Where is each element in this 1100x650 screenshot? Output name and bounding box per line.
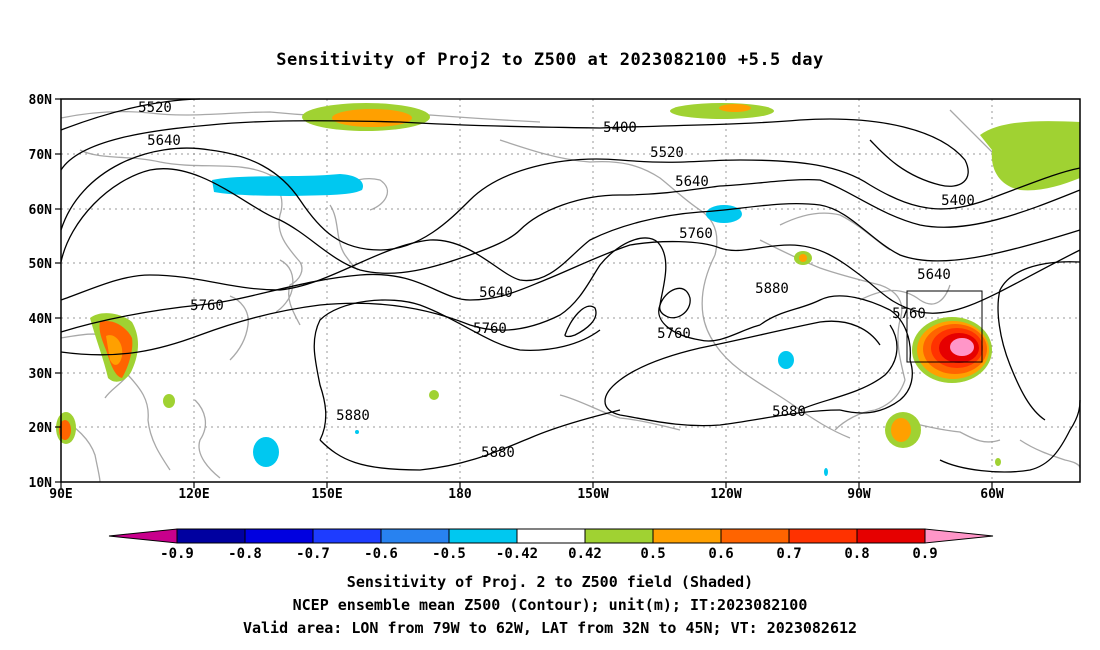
lat-label: 60N xyxy=(29,203,53,218)
contour-label: 5760 xyxy=(679,226,713,242)
lat-label: 30N xyxy=(29,367,53,382)
shade-tiny-cyan-2 xyxy=(355,430,359,434)
lon-label: 60W xyxy=(980,487,1004,502)
caption-shading: Sensitivity of Proj. 2 to Z500 field (Sh… xyxy=(346,573,754,591)
colorbar-label: -0.42 xyxy=(496,546,538,562)
colorbar-swatch xyxy=(788,528,858,544)
contour-label: 5640 xyxy=(675,174,709,190)
contour-label: 5400 xyxy=(603,120,637,136)
contour-label: 5760 xyxy=(657,326,691,342)
caption-valid-area: Valid area: LON from 79W to 62W, LAT fro… xyxy=(242,619,858,637)
colorbar-swatch xyxy=(244,528,314,544)
sensitivity-shading xyxy=(56,103,1080,476)
axis-ticks xyxy=(55,98,993,488)
colorbar-label: -0.8 xyxy=(228,546,262,562)
lon-labels: 90E 120E 150E 180 150W 120W 90W 60W xyxy=(49,487,1004,502)
colorbar-label: 0.7 xyxy=(776,546,801,562)
lon-label: 90E xyxy=(49,487,72,502)
colorbar-label: 0.5 xyxy=(640,546,665,562)
colorbar-label: -0.7 xyxy=(296,546,330,562)
lon-label: 180 xyxy=(448,487,472,502)
shade-small-green-4 xyxy=(995,458,1001,466)
shade-tiny-cyan-1 xyxy=(824,468,828,476)
colorbar-label: -0.6 xyxy=(364,546,398,562)
contour-label: 5640 xyxy=(147,133,181,149)
colorbar: -0.9 -0.8 -0.7 -0.6 -0.5 -0.42 0.42 0.5 0.6 0.7 0.… xyxy=(108,528,994,562)
lat-label: 40N xyxy=(29,312,53,327)
shade-kamchatka-orange xyxy=(332,109,412,127)
colorbar-label: -0.9 xyxy=(160,546,194,562)
contour-label: 5880 xyxy=(755,281,789,297)
colorbar-swatch xyxy=(448,528,518,544)
shade-alaska-orange xyxy=(719,104,751,112)
contour-label: 5640 xyxy=(917,267,951,283)
shade-pacific-cyan-small xyxy=(253,437,279,467)
lon-label: 120W xyxy=(710,487,741,502)
shade-small-green-2 xyxy=(429,390,439,400)
shade-china-yellow xyxy=(106,335,123,365)
contour-label: 5640 xyxy=(479,285,513,301)
lon-label: 90W xyxy=(847,487,871,502)
contour-label: 5880 xyxy=(772,404,806,420)
shade-india-orange xyxy=(59,420,71,440)
colorbar-label: 0.8 xyxy=(844,546,869,562)
contour-label: 5400 xyxy=(941,193,975,209)
colorbar-high-end xyxy=(924,528,994,544)
contour-label: 5760 xyxy=(473,321,507,337)
map-panel: 5520 5640 5760 5400 5520 5640 5760 5640 … xyxy=(56,98,1081,483)
shade-alaska-green xyxy=(670,103,774,119)
colorbar-low-end xyxy=(108,528,178,544)
colorbar-swatch xyxy=(176,528,246,544)
contour-label: 5520 xyxy=(650,145,684,161)
colorbar-label: 0.6 xyxy=(708,546,733,562)
colorbar-swatch xyxy=(856,528,926,544)
z500-contours xyxy=(60,98,1081,473)
contour-labels: 5520 5640 5760 5400 5520 5640 5760 5640 … xyxy=(138,100,975,461)
lat-label: 20N xyxy=(29,421,53,436)
lat-labels: 80N 70N 60N 50N 40N 30N 20N 10N xyxy=(29,93,53,491)
map-title: Sensitivity of Proj2 to Z500 at 20230821… xyxy=(276,50,824,70)
colorbar-swatch xyxy=(516,528,586,544)
lat-label: 70N xyxy=(29,148,53,163)
shade-atlantic-pink xyxy=(950,338,974,356)
colorbar-swatch xyxy=(652,528,722,544)
lon-label: 150E xyxy=(311,487,342,502)
shade-greenland-green xyxy=(980,121,1080,191)
shade-alaska-cyan xyxy=(706,205,742,223)
shade-small-green-1 xyxy=(163,394,175,408)
colorbar-swatch xyxy=(720,528,790,544)
contour-label: 5880 xyxy=(481,445,515,461)
colorbar-swatch xyxy=(380,528,450,544)
colorbar-label: 0.9 xyxy=(912,546,937,562)
contour-label: 5520 xyxy=(138,100,172,116)
colorbar-label: -0.5 xyxy=(432,546,466,562)
lat-label: 10N xyxy=(29,476,53,491)
lon-label: 150W xyxy=(577,487,608,502)
valid-area-box xyxy=(906,290,983,363)
shade-caribbean-orange xyxy=(891,418,911,442)
lat-label: 80N xyxy=(29,93,53,108)
shade-mexico-cyan xyxy=(778,351,794,369)
lat-label: 50N xyxy=(29,257,53,272)
colorbar-label: 0.42 xyxy=(568,546,602,562)
colorbar-swatch xyxy=(312,528,382,544)
shade-small-orange-3 xyxy=(799,254,807,262)
contour-label: 5760 xyxy=(190,298,224,314)
colorbar-swatch xyxy=(584,528,654,544)
lon-label: 120E xyxy=(178,487,209,502)
contour-label: 5880 xyxy=(336,408,370,424)
caption-contour: NCEP ensemble mean Z500 (Contour); unit(… xyxy=(292,596,808,614)
contour-label: 5760 xyxy=(892,306,926,322)
